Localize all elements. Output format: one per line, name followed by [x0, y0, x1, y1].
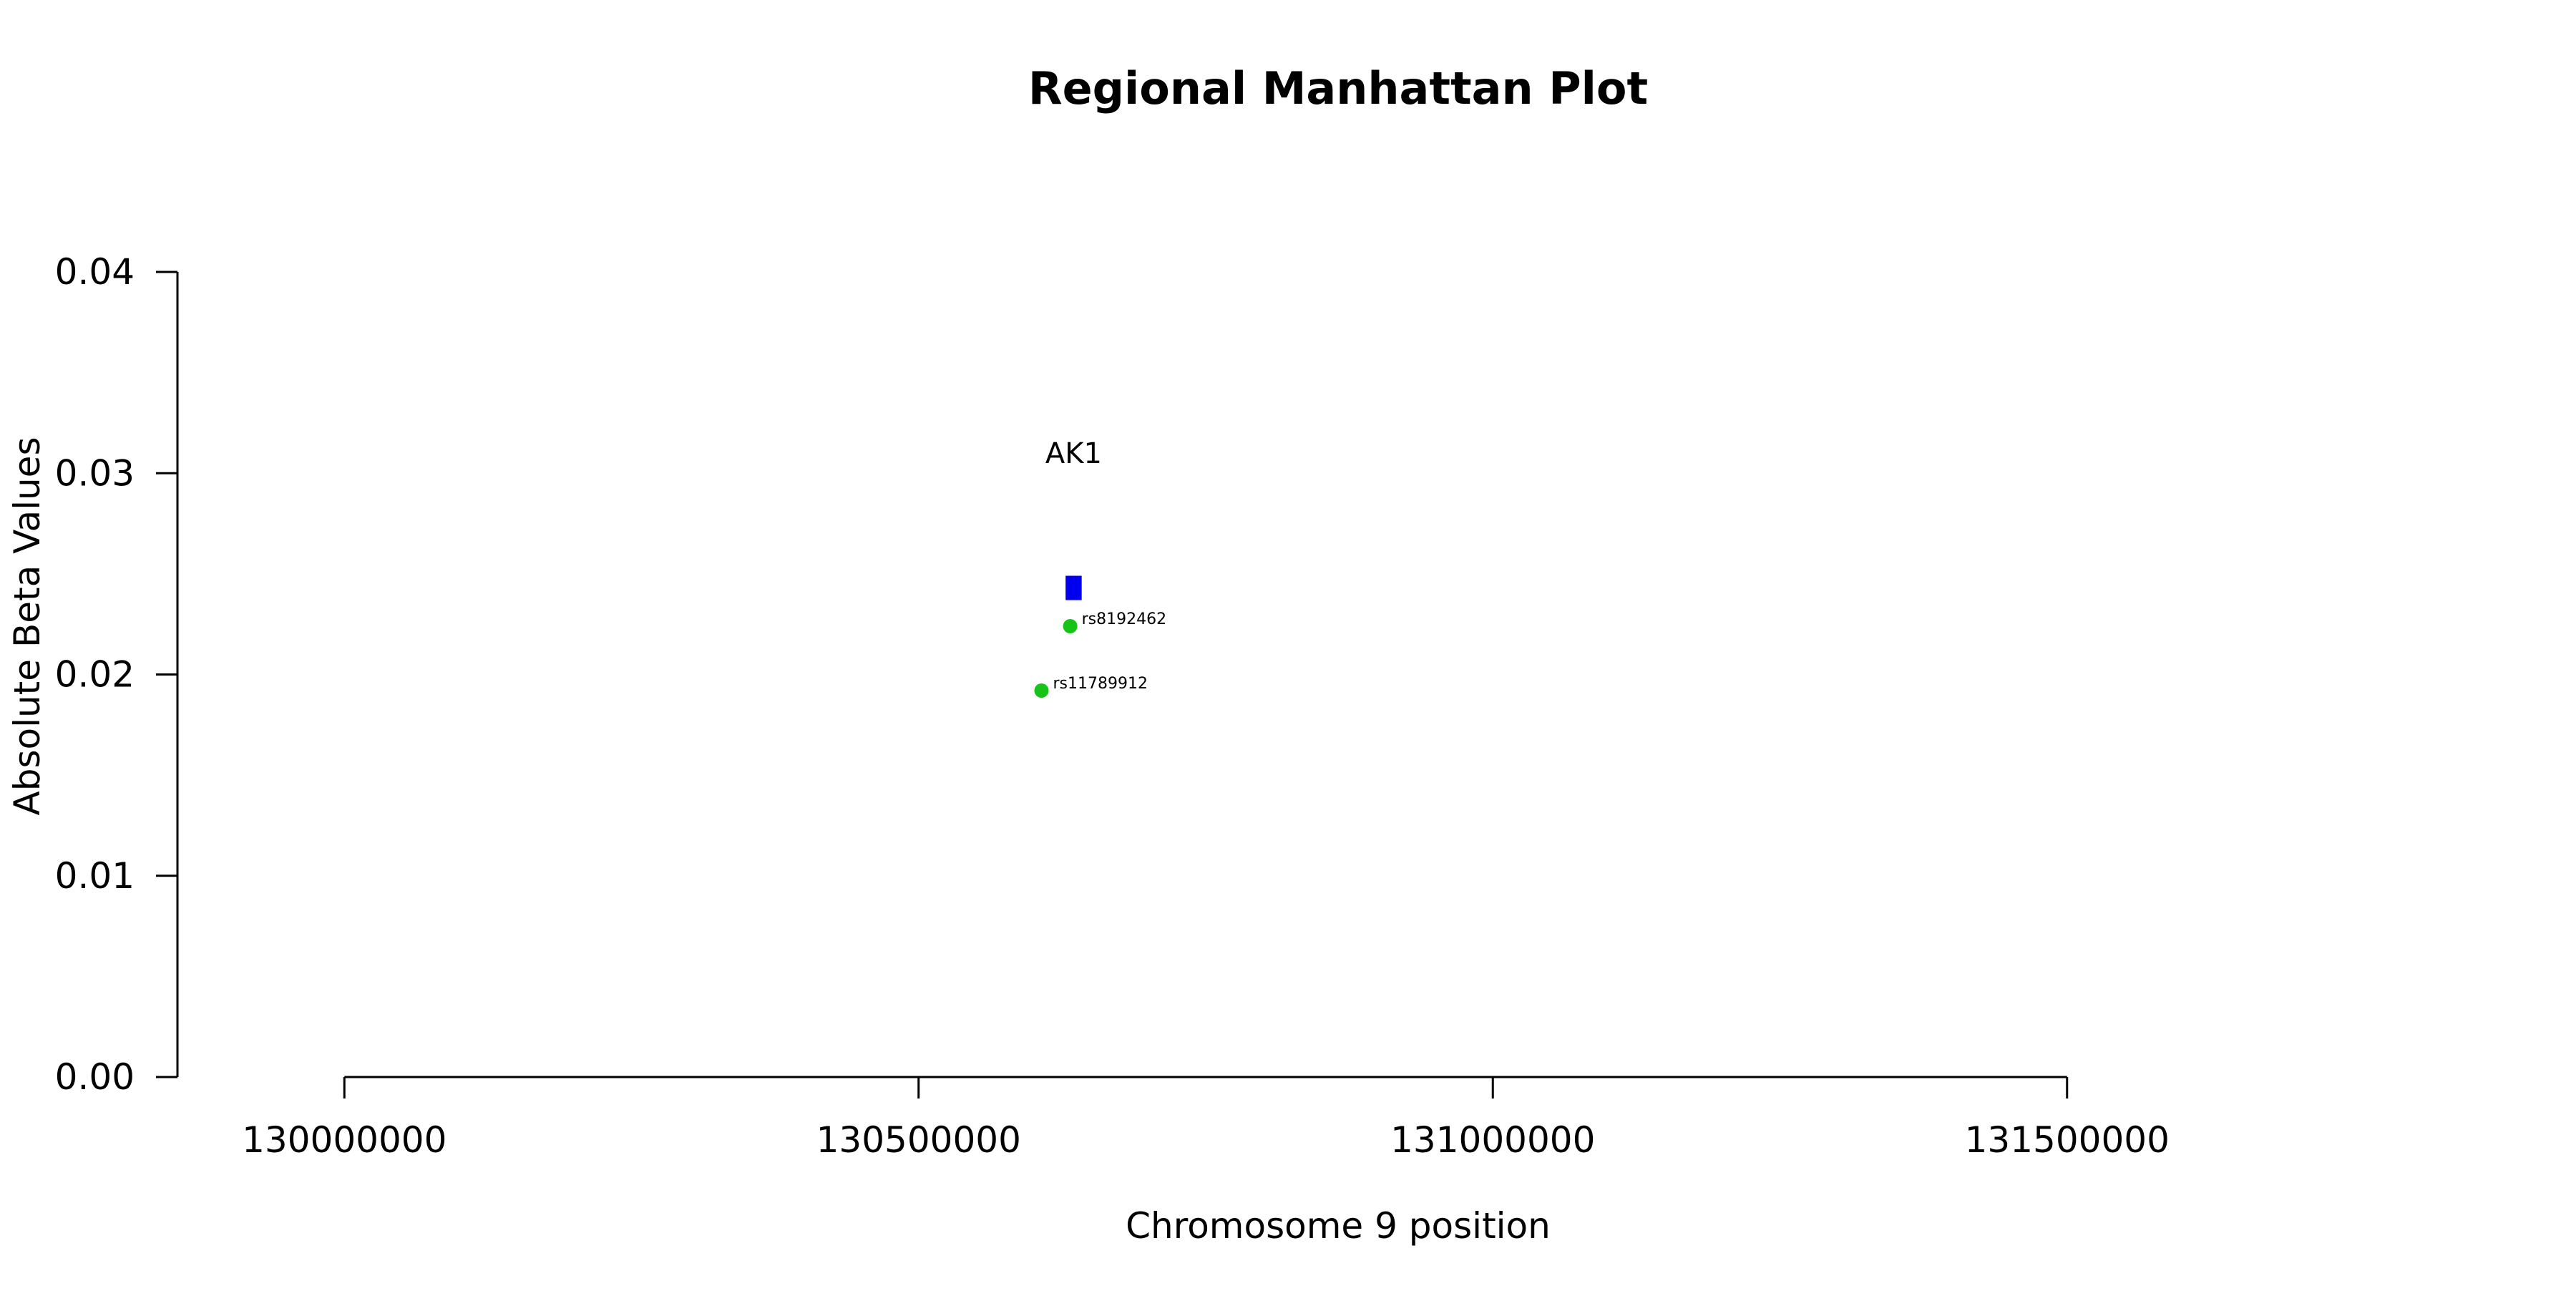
x-tick-label: 131000000	[1390, 1119, 1595, 1161]
gene-label: AK1	[1045, 437, 1102, 470]
x-tick-label: 131500000	[1965, 1119, 2170, 1161]
snp-point	[1034, 683, 1049, 698]
chart-title: Regional Manhattan Plot	[1028, 62, 1648, 115]
gene-layer: AK1	[1045, 437, 1102, 600]
y-tick-label: 0.02	[55, 654, 135, 696]
gene-box	[1065, 575, 1082, 600]
snp-label: rs11789912	[1053, 675, 1147, 693]
x-axis-label: Chromosome 9 position	[1126, 1205, 1551, 1247]
snp-points-layer: rs8192462 rs11789912	[1034, 610, 1166, 698]
snp-point	[1063, 619, 1078, 633]
x-axis: 130000000 130500000 131000000 131500000	[242, 1076, 2170, 1161]
snp-label: rs8192462	[1082, 610, 1167, 628]
y-axis-label: Absolute Beta Values	[6, 437, 48, 816]
y-tick-label: 0.01	[55, 855, 135, 897]
y-tick-label: 0.04	[55, 251, 135, 293]
x-tick-label: 130500000	[816, 1119, 1021, 1161]
y-tick-label: 0.03	[55, 452, 135, 494]
x-tick-label: 130000000	[242, 1119, 447, 1161]
y-axis: 0.00 0.01 0.02 0.03 0.04	[55, 251, 179, 1098]
y-tick-label: 0.00	[55, 1056, 135, 1098]
